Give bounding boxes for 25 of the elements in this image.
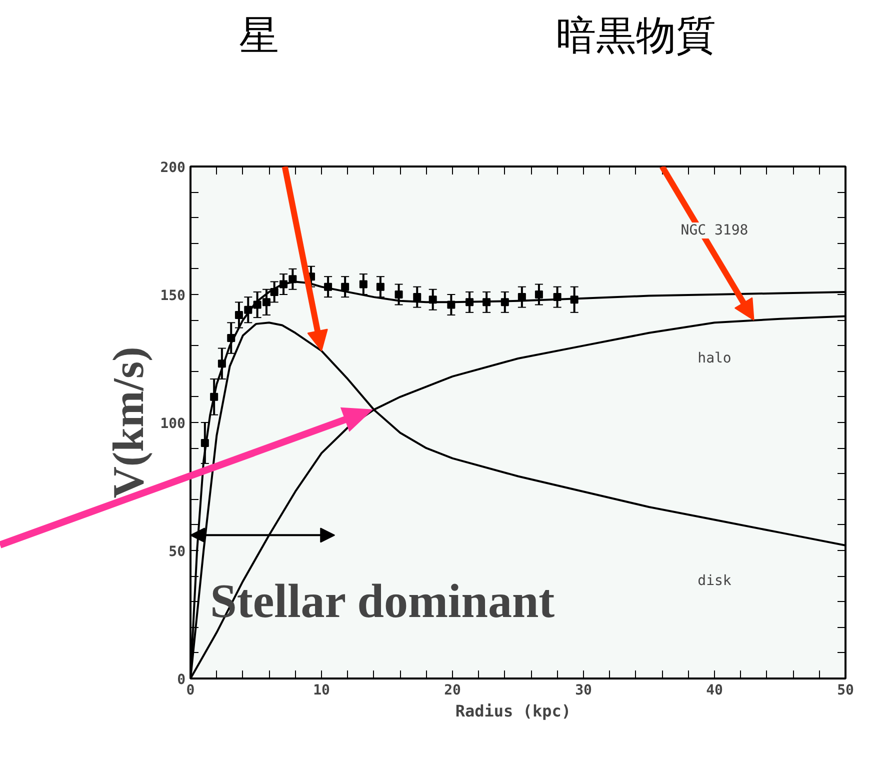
annotation: disk (698, 573, 732, 590)
point (359, 280, 368, 288)
annotation: NGC 3198 (680, 222, 748, 238)
x-tick-label: 20 (444, 682, 461, 698)
point (376, 282, 384, 291)
y-tick-label: 50 (168, 544, 186, 560)
x-tick-label: 50 (837, 682, 854, 698)
x-tick-label: 40 (706, 682, 723, 698)
point (341, 282, 350, 291)
x-tick-label: 10 (313, 682, 330, 698)
x-axis-title: Radius (kpc) (455, 702, 571, 720)
point (234, 310, 243, 319)
text: 暗黒物質 (556, 12, 716, 61)
point (262, 298, 270, 306)
y-tick-label: 200 (160, 160, 186, 176)
text: 星 (239, 12, 279, 61)
point (394, 290, 403, 298)
x-tick-label: 30 (575, 682, 592, 698)
y-axis-title: V(km/s) (104, 346, 154, 498)
y-tick-label: 100 (160, 416, 186, 432)
point (413, 293, 422, 302)
y-tick-label: 0 (177, 672, 186, 688)
annotation: halo (698, 350, 732, 366)
point (534, 290, 543, 298)
y-tick-label: 150 (160, 288, 186, 304)
